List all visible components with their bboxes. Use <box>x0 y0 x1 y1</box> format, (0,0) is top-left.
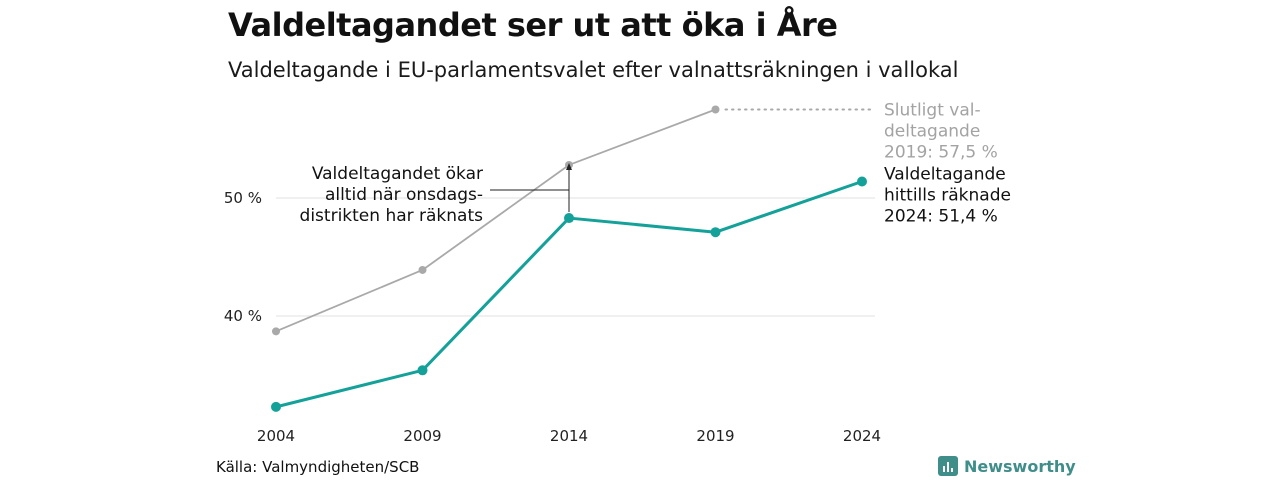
note-label: Valdeltagandet ökar <box>312 164 483 184</box>
x-tick-label: 2009 <box>403 427 441 445</box>
final-turnout-point <box>711 105 720 114</box>
brand-logo: Newsworthy <box>938 456 1076 476</box>
chart-subtitle: Valdeltagande i EU-parlamentsvalet efter… <box>228 58 959 82</box>
final-turnout-line <box>275 108 716 333</box>
counted-turnout-point <box>271 401 281 412</box>
final-turnout-label: Slutligt val- <box>884 101 981 121</box>
final-turnout-label: deltagande <box>884 122 980 142</box>
x-tick-label: 2024 <box>843 427 881 445</box>
counted-turnout-point <box>857 176 867 187</box>
x-tick-label: 2014 <box>550 427 588 445</box>
source-note: Källa: Valmyndigheten/SCB <box>216 458 420 476</box>
brand-name: Newsworthy <box>964 456 1076 476</box>
final-turnout-label: 2019: 57,5 % <box>884 143 998 163</box>
note-arrowhead <box>566 163 572 170</box>
x-tick-label: 2019 <box>696 427 734 445</box>
final-turnout-point <box>272 327 280 336</box>
note-label: alltid när onsdags- <box>325 185 483 205</box>
counted-turnout-label: Valdeltagande <box>884 164 1006 184</box>
note-pointer-line <box>490 168 570 191</box>
newsworthy-logo-icon <box>938 456 958 476</box>
counted-turnout-point <box>710 227 721 238</box>
note-label: distrikten har räknats <box>300 206 484 226</box>
y-tick-label: 40 % <box>224 307 262 325</box>
counted-turnout-point <box>417 365 428 376</box>
final-turnout-point <box>418 265 427 274</box>
chart-title: Valdeltagandet ser ut att öka i Åre <box>228 6 838 44</box>
counted-turnout-point <box>564 213 574 224</box>
counted-turnout-label: hittills räknade <box>884 185 1011 205</box>
counted-turnout-label: 2024: 51,4 % <box>884 206 998 226</box>
y-tick-label: 50 % <box>224 189 262 207</box>
x-tick-label: 2004 <box>257 427 295 445</box>
